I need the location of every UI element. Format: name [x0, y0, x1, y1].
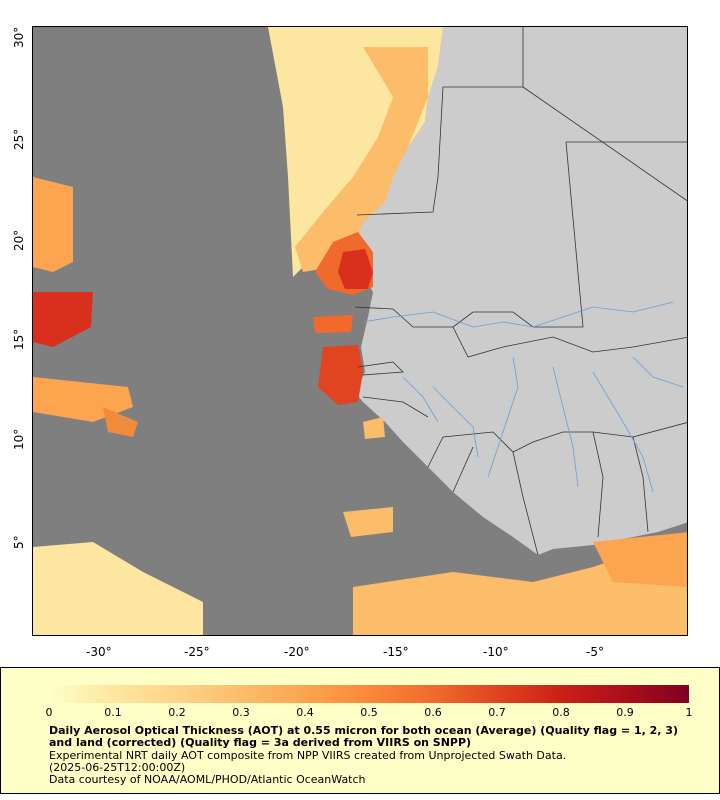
x-tick-label: -30° [86, 645, 112, 659]
x-tick-label: -5° [586, 645, 604, 659]
x-tick-label: -10° [483, 645, 509, 659]
x-tick-label: -15° [383, 645, 409, 659]
legend-credit: Data courtesy of NOAA/AOML/PHOD/Atlantic… [49, 773, 366, 786]
colorbar-label: 0.2 [168, 706, 186, 719]
colorbar [49, 685, 689, 703]
aot-south-east [353, 537, 687, 635]
aot-map [33, 27, 687, 635]
y-tick-label: 10° [12, 428, 26, 450]
y-tick-label: 30° [12, 26, 26, 48]
aot-coast-spot [318, 345, 363, 405]
legend-panel: 0 0.1 0.2 0.3 0.4 0.5 0.6 0.7 0.8 0.9 1 … [0, 667, 720, 794]
aot-west-band-2 [103, 407, 138, 437]
aot-plume-dense [338, 249, 373, 289]
legend-title: Daily Aerosol Optical Thickness (AOT) at… [49, 724, 678, 749]
y-tick-label: 15° [12, 328, 26, 350]
y-tick-label: 20° [12, 229, 26, 251]
colorbar-label: 0 [45, 706, 53, 719]
colorbar-label: 0.1 [104, 706, 122, 719]
aot-coast-spot-2 [313, 315, 353, 333]
rivers [362, 301, 684, 493]
land-africa [355, 27, 687, 555]
aot-west-red [33, 292, 93, 347]
x-tick-label: -25° [184, 645, 210, 659]
x-tick-label: -20° [284, 645, 310, 659]
colorbar-label: 0.4 [296, 706, 314, 719]
legend-date: (2025-06-25T12:00:00Z) [49, 761, 186, 774]
colorbar-label: 0.5 [360, 706, 378, 719]
colorbar-label: 0.9 [616, 706, 634, 719]
colorbar-label: 0.7 [488, 706, 506, 719]
map-area[interactable] [32, 26, 688, 636]
aot-west-patch [33, 177, 73, 272]
colorbar-label: 0.3 [232, 706, 250, 719]
colorbar-label: 1 [685, 706, 693, 719]
aot-south-west [33, 542, 203, 635]
aot-south-mid [343, 507, 393, 537]
aot-south-east-2 [593, 532, 687, 587]
colorbar-label: 0.6 [424, 706, 442, 719]
country-borders [354, 27, 687, 556]
y-tick-label: 25° [12, 128, 26, 150]
colorbar-label: 0.8 [552, 706, 570, 719]
aot-plume-coast [295, 47, 428, 272]
y-tick-label: 5° [12, 535, 26, 549]
legend-description: Experimental NRT daily AOT composite fro… [49, 749, 567, 762]
aot-near-coast [363, 417, 385, 439]
